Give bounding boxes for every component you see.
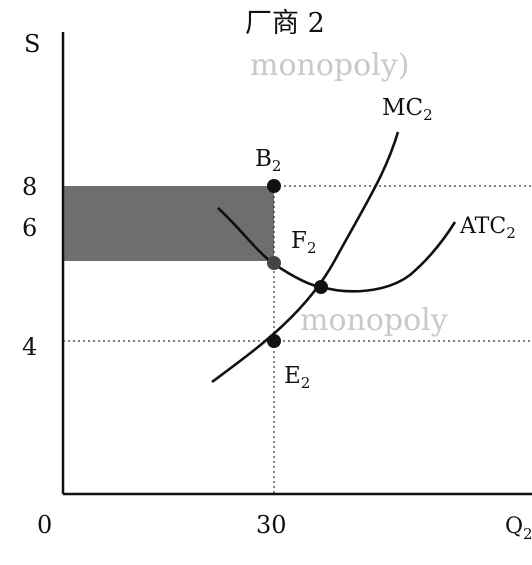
- point-b: [267, 179, 281, 193]
- y-tick-4: 4: [22, 333, 37, 361]
- y-axis-label: S: [24, 30, 40, 58]
- shaded-area: [63, 186, 274, 261]
- point-b-label: B2: [255, 146, 281, 175]
- point-f-label: F2: [291, 228, 317, 257]
- mc-label: MC2: [382, 95, 433, 124]
- x-tick-30: 30: [256, 511, 287, 539]
- y-tick-6: 6: [22, 214, 37, 242]
- point-e-label: E2: [284, 363, 310, 392]
- point-intersection: [314, 280, 328, 294]
- diagram-title: 厂商 2: [245, 8, 325, 39]
- x-axis-label: Q2: [505, 514, 532, 543]
- atc-label: ATC2: [459, 214, 516, 242]
- bleed-text-2: monopoly: [300, 303, 448, 338]
- origin-label: 0: [37, 511, 52, 539]
- point-f: [267, 256, 281, 270]
- y-tick-8: 8: [22, 173, 37, 201]
- point-e: [267, 334, 281, 348]
- bleed-text-1: monopoly): [250, 48, 409, 83]
- mc-curve: [211, 131, 400, 384]
